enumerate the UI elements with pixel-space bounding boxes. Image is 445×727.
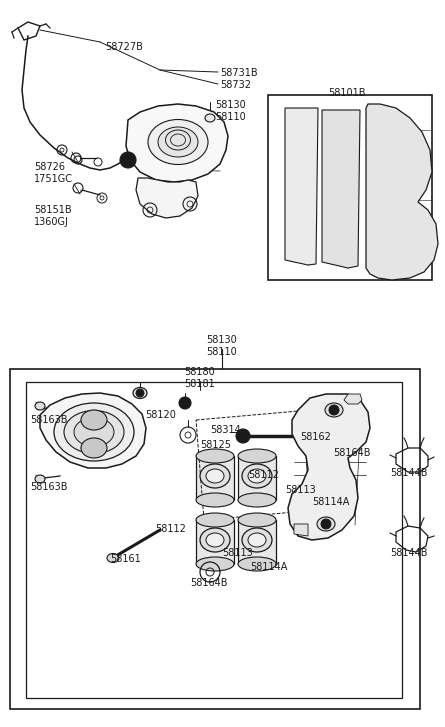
Ellipse shape [133, 387, 147, 398]
Text: 58110: 58110 [215, 112, 246, 122]
Text: 58101B: 58101B [328, 88, 365, 98]
Text: 58113: 58113 [285, 485, 316, 495]
Ellipse shape [81, 438, 107, 458]
Text: 58130: 58130 [206, 335, 237, 345]
Text: 58727B: 58727B [105, 42, 143, 52]
Ellipse shape [64, 411, 124, 454]
Text: 58112: 58112 [248, 470, 279, 480]
Circle shape [236, 429, 250, 443]
Polygon shape [366, 104, 438, 280]
Polygon shape [285, 108, 318, 265]
Ellipse shape [196, 557, 234, 571]
Text: 58151B: 58151B [34, 205, 72, 215]
Text: 58144B: 58144B [390, 548, 428, 558]
Ellipse shape [35, 402, 45, 410]
Circle shape [120, 152, 136, 168]
Text: 1360GJ: 1360GJ [34, 217, 69, 227]
Text: 58181: 58181 [185, 379, 215, 389]
Text: 58732: 58732 [220, 80, 251, 90]
Ellipse shape [196, 449, 234, 463]
Ellipse shape [238, 513, 276, 527]
Bar [238, 520, 276, 564]
Ellipse shape [325, 403, 343, 417]
Text: 58726: 58726 [34, 162, 65, 172]
Ellipse shape [205, 114, 215, 122]
Ellipse shape [206, 469, 224, 483]
Ellipse shape [158, 127, 198, 157]
Ellipse shape [200, 528, 230, 552]
Ellipse shape [238, 493, 276, 507]
Ellipse shape [238, 449, 276, 463]
Polygon shape [322, 110, 360, 268]
Polygon shape [288, 394, 370, 540]
Text: 58114A: 58114A [250, 562, 287, 572]
Bar [238, 456, 276, 500]
Polygon shape [40, 393, 146, 468]
Text: 58110: 58110 [206, 347, 237, 357]
Ellipse shape [196, 513, 234, 527]
Circle shape [329, 405, 339, 415]
Text: 58314: 58314 [210, 425, 241, 435]
Ellipse shape [196, 493, 234, 507]
Polygon shape [294, 524, 308, 536]
Ellipse shape [242, 528, 272, 552]
Text: 58113: 58113 [222, 548, 253, 558]
Circle shape [321, 519, 331, 529]
Ellipse shape [242, 464, 272, 488]
Ellipse shape [54, 403, 134, 461]
Bar [196, 456, 234, 500]
Text: 58161: 58161 [110, 554, 141, 564]
Circle shape [136, 389, 144, 397]
Text: 58180: 58180 [185, 367, 215, 377]
Ellipse shape [248, 469, 266, 483]
Text: 58164B: 58164B [333, 448, 371, 458]
Text: 58731B: 58731B [220, 68, 258, 78]
Bar [26, 382, 402, 698]
Polygon shape [136, 178, 198, 218]
Text: 58114A: 58114A [312, 497, 349, 507]
Text: 58112: 58112 [155, 524, 186, 534]
Bar [196, 520, 234, 564]
Text: 58163B: 58163B [30, 415, 68, 425]
Ellipse shape [148, 119, 208, 164]
Text: 58130: 58130 [215, 100, 246, 110]
Text: 58162: 58162 [300, 432, 331, 442]
Text: 58120: 58120 [145, 410, 176, 420]
Bar [268, 95, 432, 280]
Text: 1751GC: 1751GC [34, 174, 73, 184]
Text: 58125: 58125 [200, 440, 231, 450]
Ellipse shape [248, 533, 266, 547]
Bar [10, 369, 420, 709]
Ellipse shape [206, 533, 224, 547]
Ellipse shape [200, 464, 230, 488]
Ellipse shape [107, 553, 119, 563]
Ellipse shape [81, 410, 107, 430]
Ellipse shape [74, 417, 114, 446]
Polygon shape [126, 104, 228, 182]
Ellipse shape [35, 475, 45, 483]
Ellipse shape [238, 557, 276, 571]
Text: 58144B: 58144B [390, 468, 428, 478]
Text: 58163B: 58163B [30, 482, 68, 492]
Ellipse shape [317, 517, 335, 531]
Text: 58164B: 58164B [190, 578, 227, 588]
Circle shape [179, 397, 191, 409]
Polygon shape [344, 394, 362, 404]
